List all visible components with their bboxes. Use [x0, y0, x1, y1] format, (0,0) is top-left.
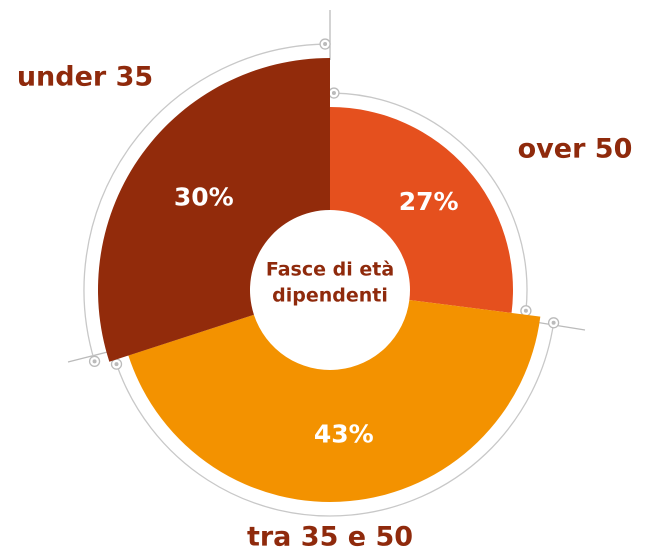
donut-segment [97, 58, 330, 362]
value-label: 43% [314, 419, 374, 448]
center-title: Fasce di età [266, 259, 394, 281]
arc-marker-dot [551, 320, 556, 325]
donut-segment [330, 107, 513, 313]
outer-arc [333, 92, 528, 311]
arc-marker-dot [114, 362, 119, 367]
category-label: tra 35 e 50 [247, 522, 413, 553]
arc-marker-dot [523, 308, 528, 313]
category-label: over 50 [518, 134, 633, 165]
donut-segment [128, 300, 541, 503]
value-label: 30% [174, 182, 234, 211]
arc-marker-dot [331, 91, 336, 96]
value-label: 27% [399, 187, 459, 216]
arc-marker-dot [323, 42, 328, 47]
category-label: under 35 [17, 62, 153, 93]
center-title: dipendenti [272, 285, 388, 307]
arc-marker-dot [92, 359, 97, 364]
outer-arc [83, 43, 326, 362]
outer-arc [115, 322, 555, 517]
